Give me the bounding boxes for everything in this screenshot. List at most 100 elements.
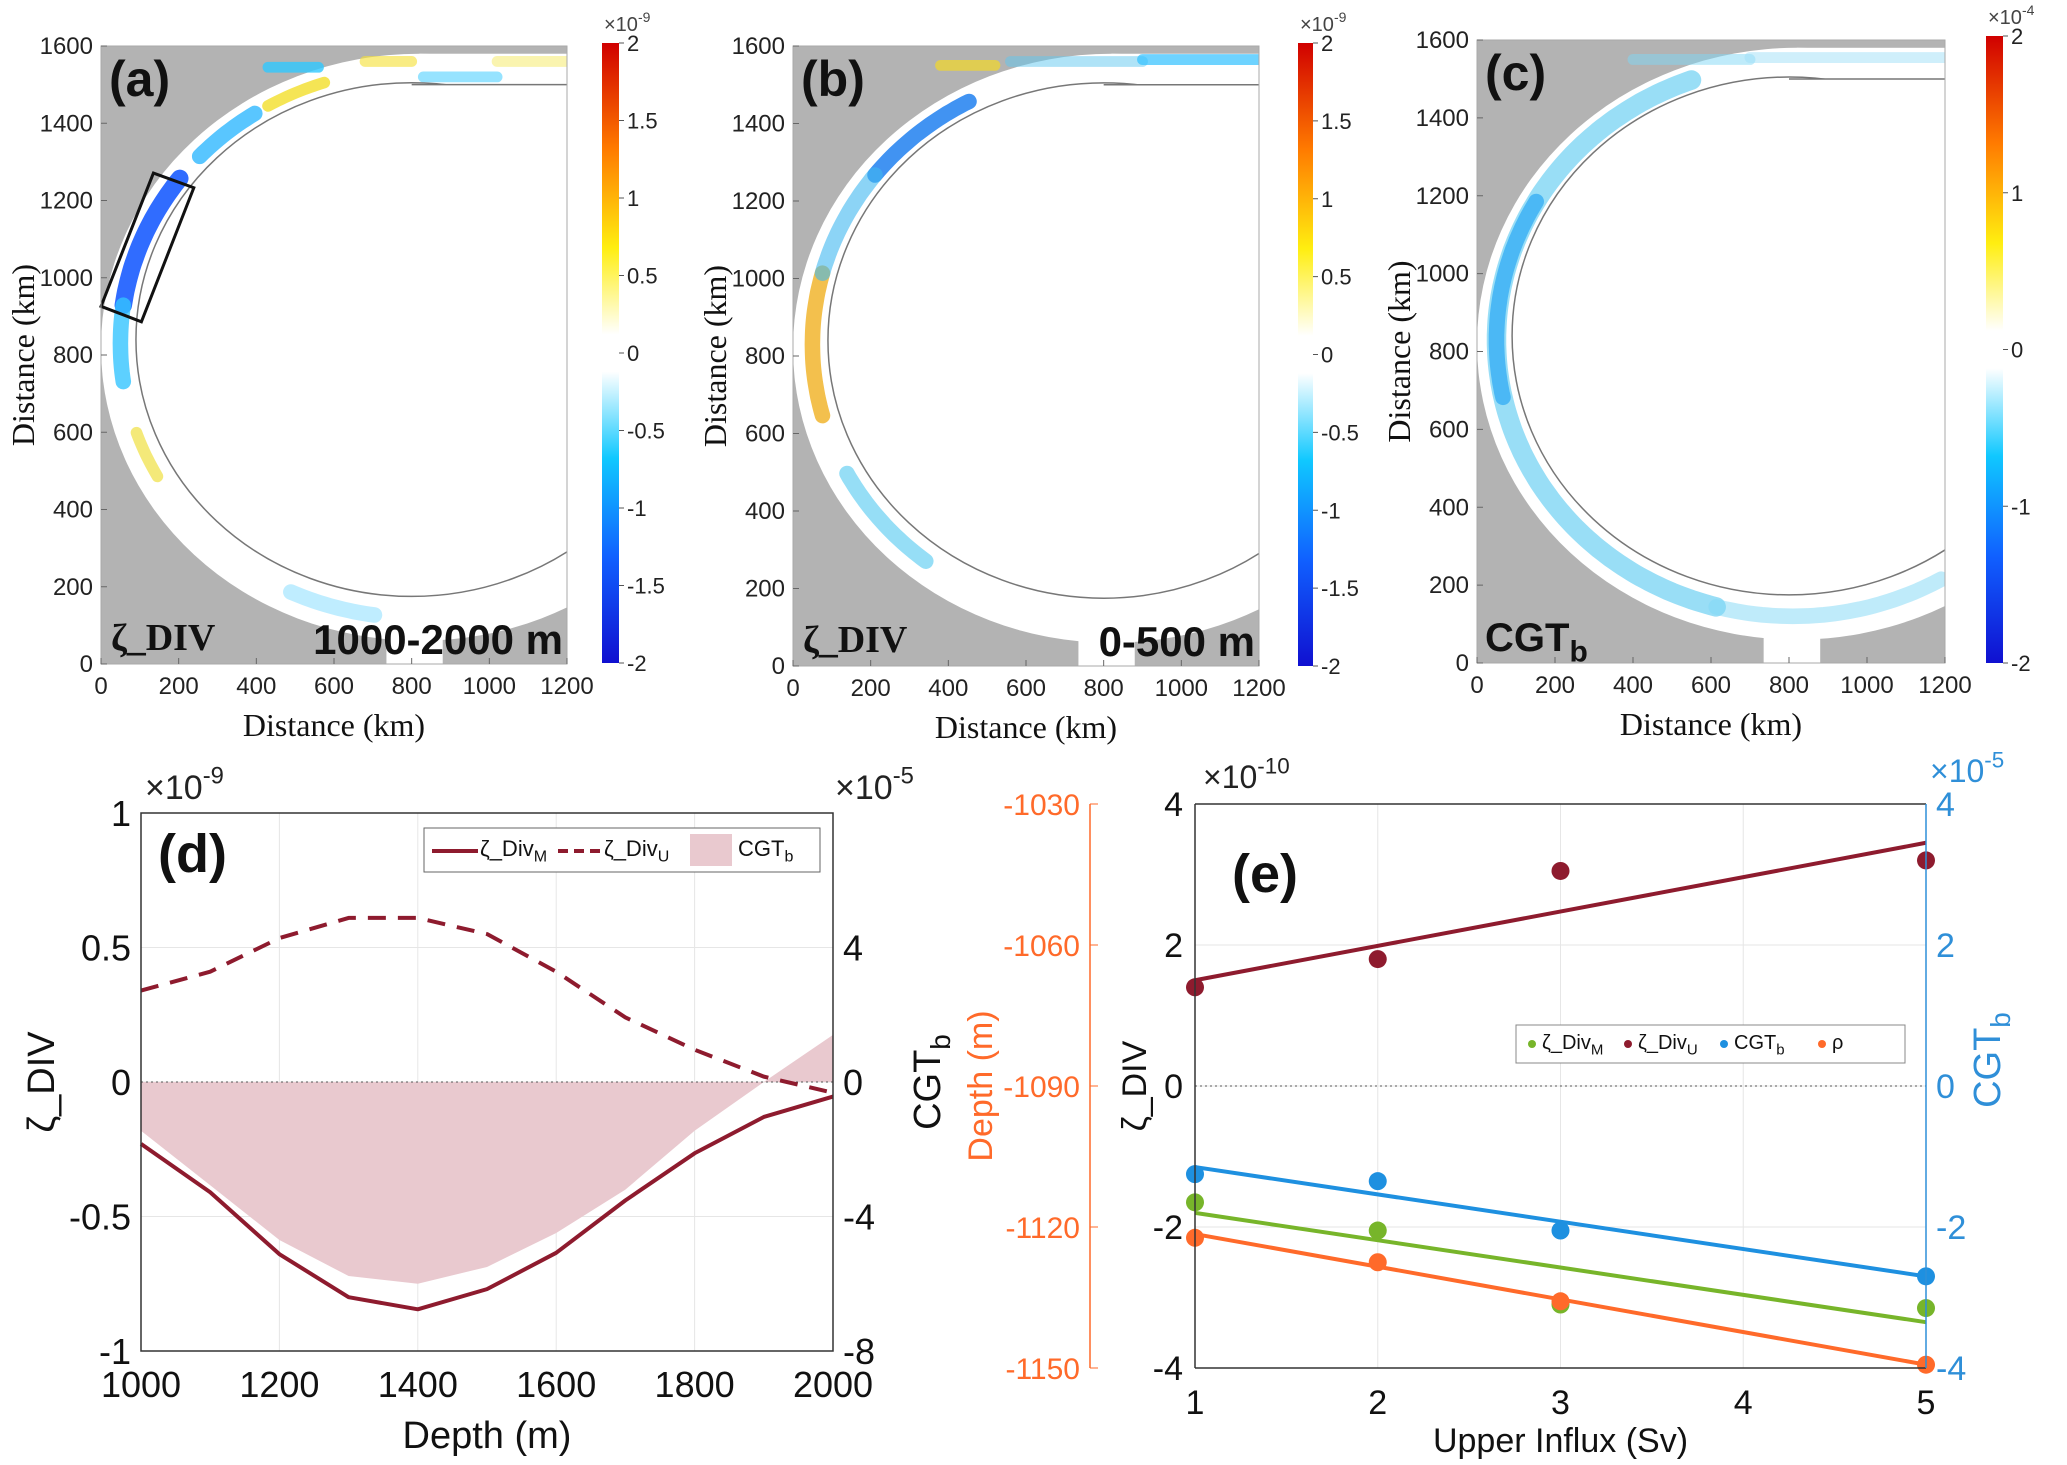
panel-a: 0 200 400 600 800 1000 12000200400600800100012… [5,9,665,743]
colorbar-tick-label: -1 [627,496,647,521]
x-tick-label: 600 [1691,672,1731,699]
y-tick-label: 800 [53,342,93,369]
x-axis-label: Distance (km) [935,709,1117,745]
variable-annotation-subscript: b [1569,636,1587,669]
colorbar-tick-label: 0.5 [1321,265,1352,290]
y-tick-label: 200 [53,574,93,601]
ocean-outlet [386,636,443,664]
legend-label-cgtb: CGTb [1734,1032,1785,1058]
colorbar-tick-label: 0 [627,341,639,366]
y-tick-label: 1200 [40,188,93,215]
anomaly-patch [867,93,977,183]
legend-label-cgtb-subscript: b [784,849,793,866]
zeta-div-u-fit-line [1194,840,1927,983]
colorbar-exponent: -9 [638,9,651,25]
colorbar-tick-label: 1 [2011,181,2023,206]
right-y-tick-label: 2 [1936,927,1955,965]
x-axis-label: Depth (m) [403,1415,572,1457]
legend-label-zeta-div-u: ζ_DivU [1638,1032,1698,1058]
x-tick-label: 200 [1535,672,1575,699]
zeta-div-m-fit-line [1194,1210,1927,1325]
legend-label-zeta-div-u: ζ_DivU [604,836,669,866]
variable-annotation: CGTb [1485,616,1588,669]
panel-d: 1000 1200 1400 1600 1800 2000 -1 -0.5 0 0.5 1 -8 -4 0… [21,763,956,1457]
depth-tick-label: -1030 [1003,789,1080,822]
zeta-div-m-point [1368,1221,1387,1240]
depth-tick-label: -1120 [1005,1212,1080,1245]
legend-label-zeta-div-u-subscript: U [658,849,670,866]
panel-c: 0 200 400 600 800 1000 12000200400600800100012… [1381,2,2067,742]
x-tick-label: 200 [851,675,891,702]
legend-label-zeta-div-u-subscript: U [1687,1041,1698,1058]
x-tick-label: 800 [1769,672,1809,699]
variable-annotation: ζ_DIV [803,619,908,661]
y-tick-label: 200 [1429,572,1469,599]
anomaly-patch [2036,434,2067,498]
y-tick-label: 0 [111,1062,131,1103]
legend-marker-zeta-div-u [1624,1040,1632,1048]
x-tick-label: 1200 [1232,675,1285,702]
anomaly-patch [191,105,263,165]
y-tick-label: 1400 [732,111,785,138]
rho-point [1551,1292,1570,1311]
colorbar-times-ten: ×10 [604,14,638,36]
left-axis-multiplier: ×10-10 [1203,754,1290,795]
right-y-axis-label-subscript: b [925,1034,956,1050]
x-tick-label: 800 [1084,675,1124,702]
y-tick-label: 1 [111,793,131,834]
x-tick-label: 400 [1613,672,1653,699]
right-axis-multiplier: ×10-5 [1930,748,2004,789]
legend-swatch-area [690,834,732,866]
y-tick-label: 200 [745,576,785,603]
anomaly-patch [114,169,189,314]
x-tick-label: 1000 [463,673,516,700]
y-axis-label: ζ_DIV [21,1031,63,1133]
y-tick-label: 600 [53,419,93,446]
colorbar [1986,36,2003,663]
y-tick-label: 2 [1164,927,1183,965]
colorbar-tick-label: 1 [627,186,639,211]
depth-tick-label: -1060 [1003,930,1080,963]
colorbar [1298,43,1313,666]
panel-label: (b) [801,51,865,107]
anomaly-patch [1708,571,1945,625]
y-tick-label: 4 [1164,786,1183,824]
rho-point [1368,1253,1387,1272]
y-tick-label: 1400 [40,110,93,137]
colorbar-tick-label: -1.5 [627,574,665,599]
anomaly-patch [804,265,831,424]
colorbar-tick-label: -1 [2011,494,2031,519]
legend-label-zeta-div-m-main: ζ_Div [1542,1032,1591,1054]
y-tick-label: 600 [1429,416,1469,443]
legend-marker-cgtb [1720,1040,1728,1048]
map-area [101,46,567,664]
colorbar-tick-label: 1.5 [627,109,658,134]
y-tick-label: 1400 [1416,105,1469,132]
colorbar-times-ten: ×10 [1300,14,1334,36]
x-axis-label: Upper Influx (Sv) [1433,1422,1688,1460]
x-tick-label: 600 [1006,675,1046,702]
colorbar-tick-label: 0 [1321,343,1333,368]
y-tick-label: 1600 [40,33,93,60]
depth-axis-label: Depth (m) [962,1010,1000,1161]
depth-range-annotation: 0-500 m [1099,618,1255,665]
legend-label-zeta-div-u-main: ζ_Div [604,836,658,861]
right-axis-exponent: -5 [893,763,914,790]
right-y-tick-label: 4 [1936,786,1955,824]
panel-e: 1 2 3 4 5-4-2024-4-2024-1150-1120-1090-1060-… [962,748,2016,1460]
anomaly-patch [814,167,883,281]
legend-label-cgtb-main: CGT [738,836,784,861]
y-tick-label: 1600 [1416,27,1469,54]
x-tick-label: 1200 [1918,672,1971,699]
colorbar-exponent: -9 [1334,9,1347,25]
cgtb-point [1551,1221,1570,1240]
x-tick-label: 0 [786,675,799,702]
right-y-tick-label: -4 [1936,1350,1966,1388]
basin-interior-east [411,84,567,340]
y-axis-label: Distance (km) [1381,260,1417,442]
panel-label: (a) [109,51,170,107]
legend-label-zeta-div-m-subscript: M [534,849,547,866]
legend-label-rho: ρ [1832,1032,1843,1054]
colorbar-tick-label: 0.5 [627,264,658,289]
depth-range-annotation: 1000-2000 m [313,616,563,663]
